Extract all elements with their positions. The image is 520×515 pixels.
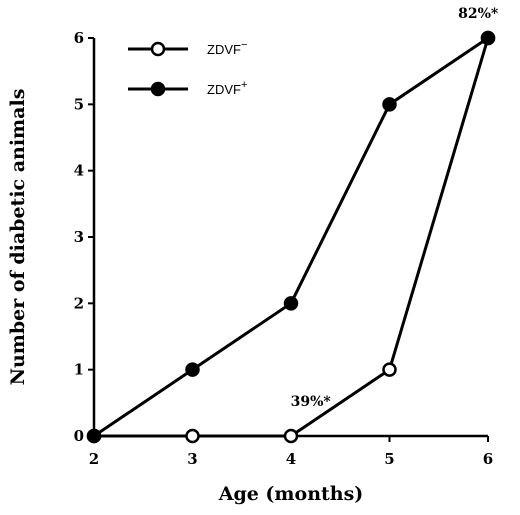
legend-entry: ZDVF− — [128, 39, 247, 57]
filled-data-point — [185, 362, 200, 377]
y-tick-label: 6 — [74, 29, 84, 47]
x-tick-label: 4 — [286, 450, 296, 468]
legend-open-marker — [150, 41, 166, 57]
y-axis-ticks: 0 1 2 3 4 5 6 — [74, 29, 94, 445]
annotation-label: 39%* — [291, 394, 332, 410]
x-tick-label: 5 — [384, 450, 394, 468]
y-axis-title: Number of diabetic animals — [7, 89, 29, 386]
legend-filled-marker — [150, 81, 166, 97]
annotation-label: 82%* — [458, 6, 499, 22]
y-tick-label: 5 — [74, 95, 84, 113]
x-tick-label: 2 — [89, 450, 99, 468]
y-tick-label: 1 — [74, 361, 84, 379]
legend-entry: ZDVF+ — [128, 79, 247, 97]
y-tick-label: 0 — [74, 427, 84, 445]
open-data-point — [382, 362, 397, 377]
series-line — [94, 37, 490, 438]
open-data-point — [185, 428, 200, 444]
filled-data-point — [86, 428, 102, 444]
filled-data-point — [283, 296, 299, 311]
x-tick-label: 6 — [483, 450, 493, 468]
filled-data-point — [382, 97, 397, 112]
filled-data-point — [480, 30, 496, 46]
legend-label: ZDVF+ — [207, 79, 247, 97]
annotations: 39%* 82%* — [291, 6, 499, 410]
y-tick-label: 3 — [74, 228, 84, 246]
y-tick-label: 2 — [74, 294, 84, 312]
legend-label: ZDVF− — [207, 39, 247, 57]
legend: ZDVF− ZDVF+ — [128, 39, 247, 97]
series-layer — [86, 30, 496, 444]
x-axis-title: Age (months) — [218, 483, 364, 505]
series-2 — [86, 30, 496, 444]
y-tick-label: 4 — [74, 162, 84, 180]
open-data-point — [283, 428, 299, 444]
x-tick-label: 3 — [187, 450, 197, 468]
series-1 — [86, 30, 496, 444]
